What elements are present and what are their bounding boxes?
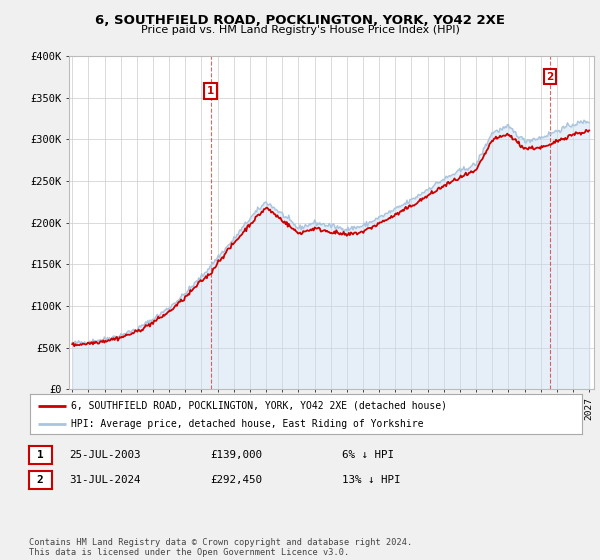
Text: 6, SOUTHFIELD ROAD, POCKLINGTON, YORK, YO42 2XE: 6, SOUTHFIELD ROAD, POCKLINGTON, YORK, Y…	[95, 14, 505, 27]
Text: 2: 2	[37, 475, 44, 485]
Text: HPI: Average price, detached house, East Riding of Yorkshire: HPI: Average price, detached house, East…	[71, 419, 424, 429]
Text: £139,000: £139,000	[210, 450, 262, 460]
Text: £292,450: £292,450	[210, 475, 262, 485]
Text: Contains HM Land Registry data © Crown copyright and database right 2024.
This d: Contains HM Land Registry data © Crown c…	[29, 538, 412, 557]
Text: 2: 2	[547, 72, 554, 82]
Text: Price paid vs. HM Land Registry's House Price Index (HPI): Price paid vs. HM Land Registry's House …	[140, 25, 460, 35]
Text: 1: 1	[37, 450, 44, 460]
Text: 1: 1	[207, 86, 214, 96]
Text: 13% ↓ HPI: 13% ↓ HPI	[342, 475, 401, 485]
Text: 6, SOUTHFIELD ROAD, POCKLINGTON, YORK, YO42 2XE (detached house): 6, SOUTHFIELD ROAD, POCKLINGTON, YORK, Y…	[71, 401, 448, 411]
Text: 31-JUL-2024: 31-JUL-2024	[69, 475, 140, 485]
Text: 6% ↓ HPI: 6% ↓ HPI	[342, 450, 394, 460]
Text: 25-JUL-2003: 25-JUL-2003	[69, 450, 140, 460]
